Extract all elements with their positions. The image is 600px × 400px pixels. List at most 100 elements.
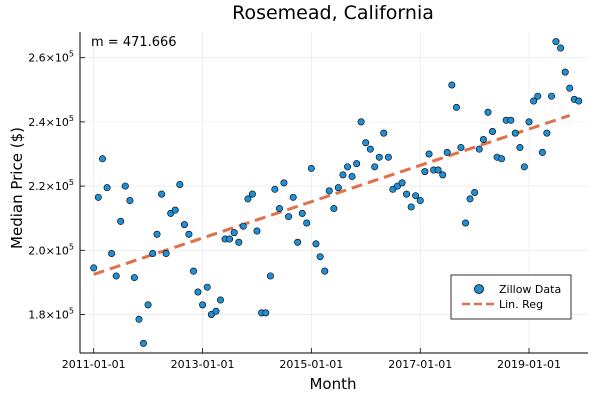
data-point [407,203,415,211]
data-point [289,193,297,201]
data-point [534,92,542,100]
data-point [471,189,479,197]
data-point [303,219,311,227]
data-point [144,301,152,309]
data-point [153,230,161,238]
data-point [248,190,256,198]
data-point [425,150,433,158]
data-point [366,145,374,153]
data-point [203,283,211,291]
data-point [280,179,288,187]
chart-title: Rosemead, California [232,2,434,24]
data-point [353,160,361,168]
data-point [294,238,302,246]
x-axis-label: Month [309,375,356,393]
data-point [135,315,143,323]
data-point [516,144,524,152]
data-point [439,171,447,179]
data-point [489,128,497,136]
data-point [126,197,134,205]
data-point [543,129,551,137]
data-point [266,272,274,280]
axes: 2011-01-01 2013-01-01 2015-01-01 2017-01-01… [28,32,588,371]
data-point [557,44,565,52]
data-point [112,272,120,280]
data-point [552,38,560,46]
legend-label-zillow-data: Zillow Data [499,283,561,296]
data-point [239,222,247,230]
data-point [507,116,515,124]
data-point [466,195,474,203]
data-point [271,185,279,193]
y-tick-label: 2.6×105 [28,50,74,65]
data-point [139,339,147,347]
data-point [149,249,157,257]
data-point [130,274,138,282]
data-point [457,144,465,152]
data-point [380,129,388,137]
y-tick-label: 2.0×105 [28,242,74,257]
data-point [307,164,315,172]
data-point [108,249,116,257]
slope-annotation: m = 471.666 [91,35,177,50]
y-tick-label: 1.8×105 [28,306,74,321]
data-point [339,171,347,179]
data-point [285,213,293,221]
data-point [262,309,270,317]
legend-box [450,274,572,320]
data-point [452,103,460,111]
series [90,38,583,347]
legend-marker-zillow-data [474,284,484,294]
data-point [171,206,179,214]
data-point [484,108,492,116]
data-point [230,229,238,237]
data-point [94,193,102,201]
data-point [412,192,420,200]
x-tick-label: 2017-01-01 [388,358,452,371]
data-point [344,163,352,171]
y-tick-label: 2.2×105 [28,178,74,193]
data-point [371,163,379,171]
y-tick-label: 2.4×105 [28,114,74,129]
legend-label-lin-reg: Lin. Reg [499,298,543,311]
data-point [330,205,338,213]
x-tick-label: 2015-01-01 [279,358,343,371]
data-point [103,184,111,192]
data-point [475,145,483,153]
data-point [98,155,106,163]
data-point [275,205,283,213]
data-point [312,240,320,248]
data-point [498,155,506,163]
data-point [511,129,519,137]
data-point [362,139,370,147]
data-point [520,163,528,171]
y-axis-label: Median Price ($) [8,127,26,249]
data-point [575,97,583,105]
data-point [199,301,207,309]
data-point [398,179,406,187]
data-point [538,148,546,156]
data-point [244,195,252,203]
data-point [325,187,333,195]
data-point [443,148,451,156]
data-point [216,296,224,304]
data-point [158,190,166,198]
regression-line [93,114,571,276]
data-point [434,166,442,174]
data-point [253,227,261,235]
x-tick-label: 2013-01-01 [171,358,235,371]
data-point [462,219,470,227]
data-point [448,81,456,89]
data-point [530,97,538,105]
data-point [348,172,356,180]
data-point [479,136,487,144]
data-point [548,92,556,100]
data-point [176,180,184,188]
data-point [357,118,365,126]
data-point [316,253,324,261]
data-point [185,230,193,238]
data-point [180,221,188,229]
data-point [403,190,411,198]
